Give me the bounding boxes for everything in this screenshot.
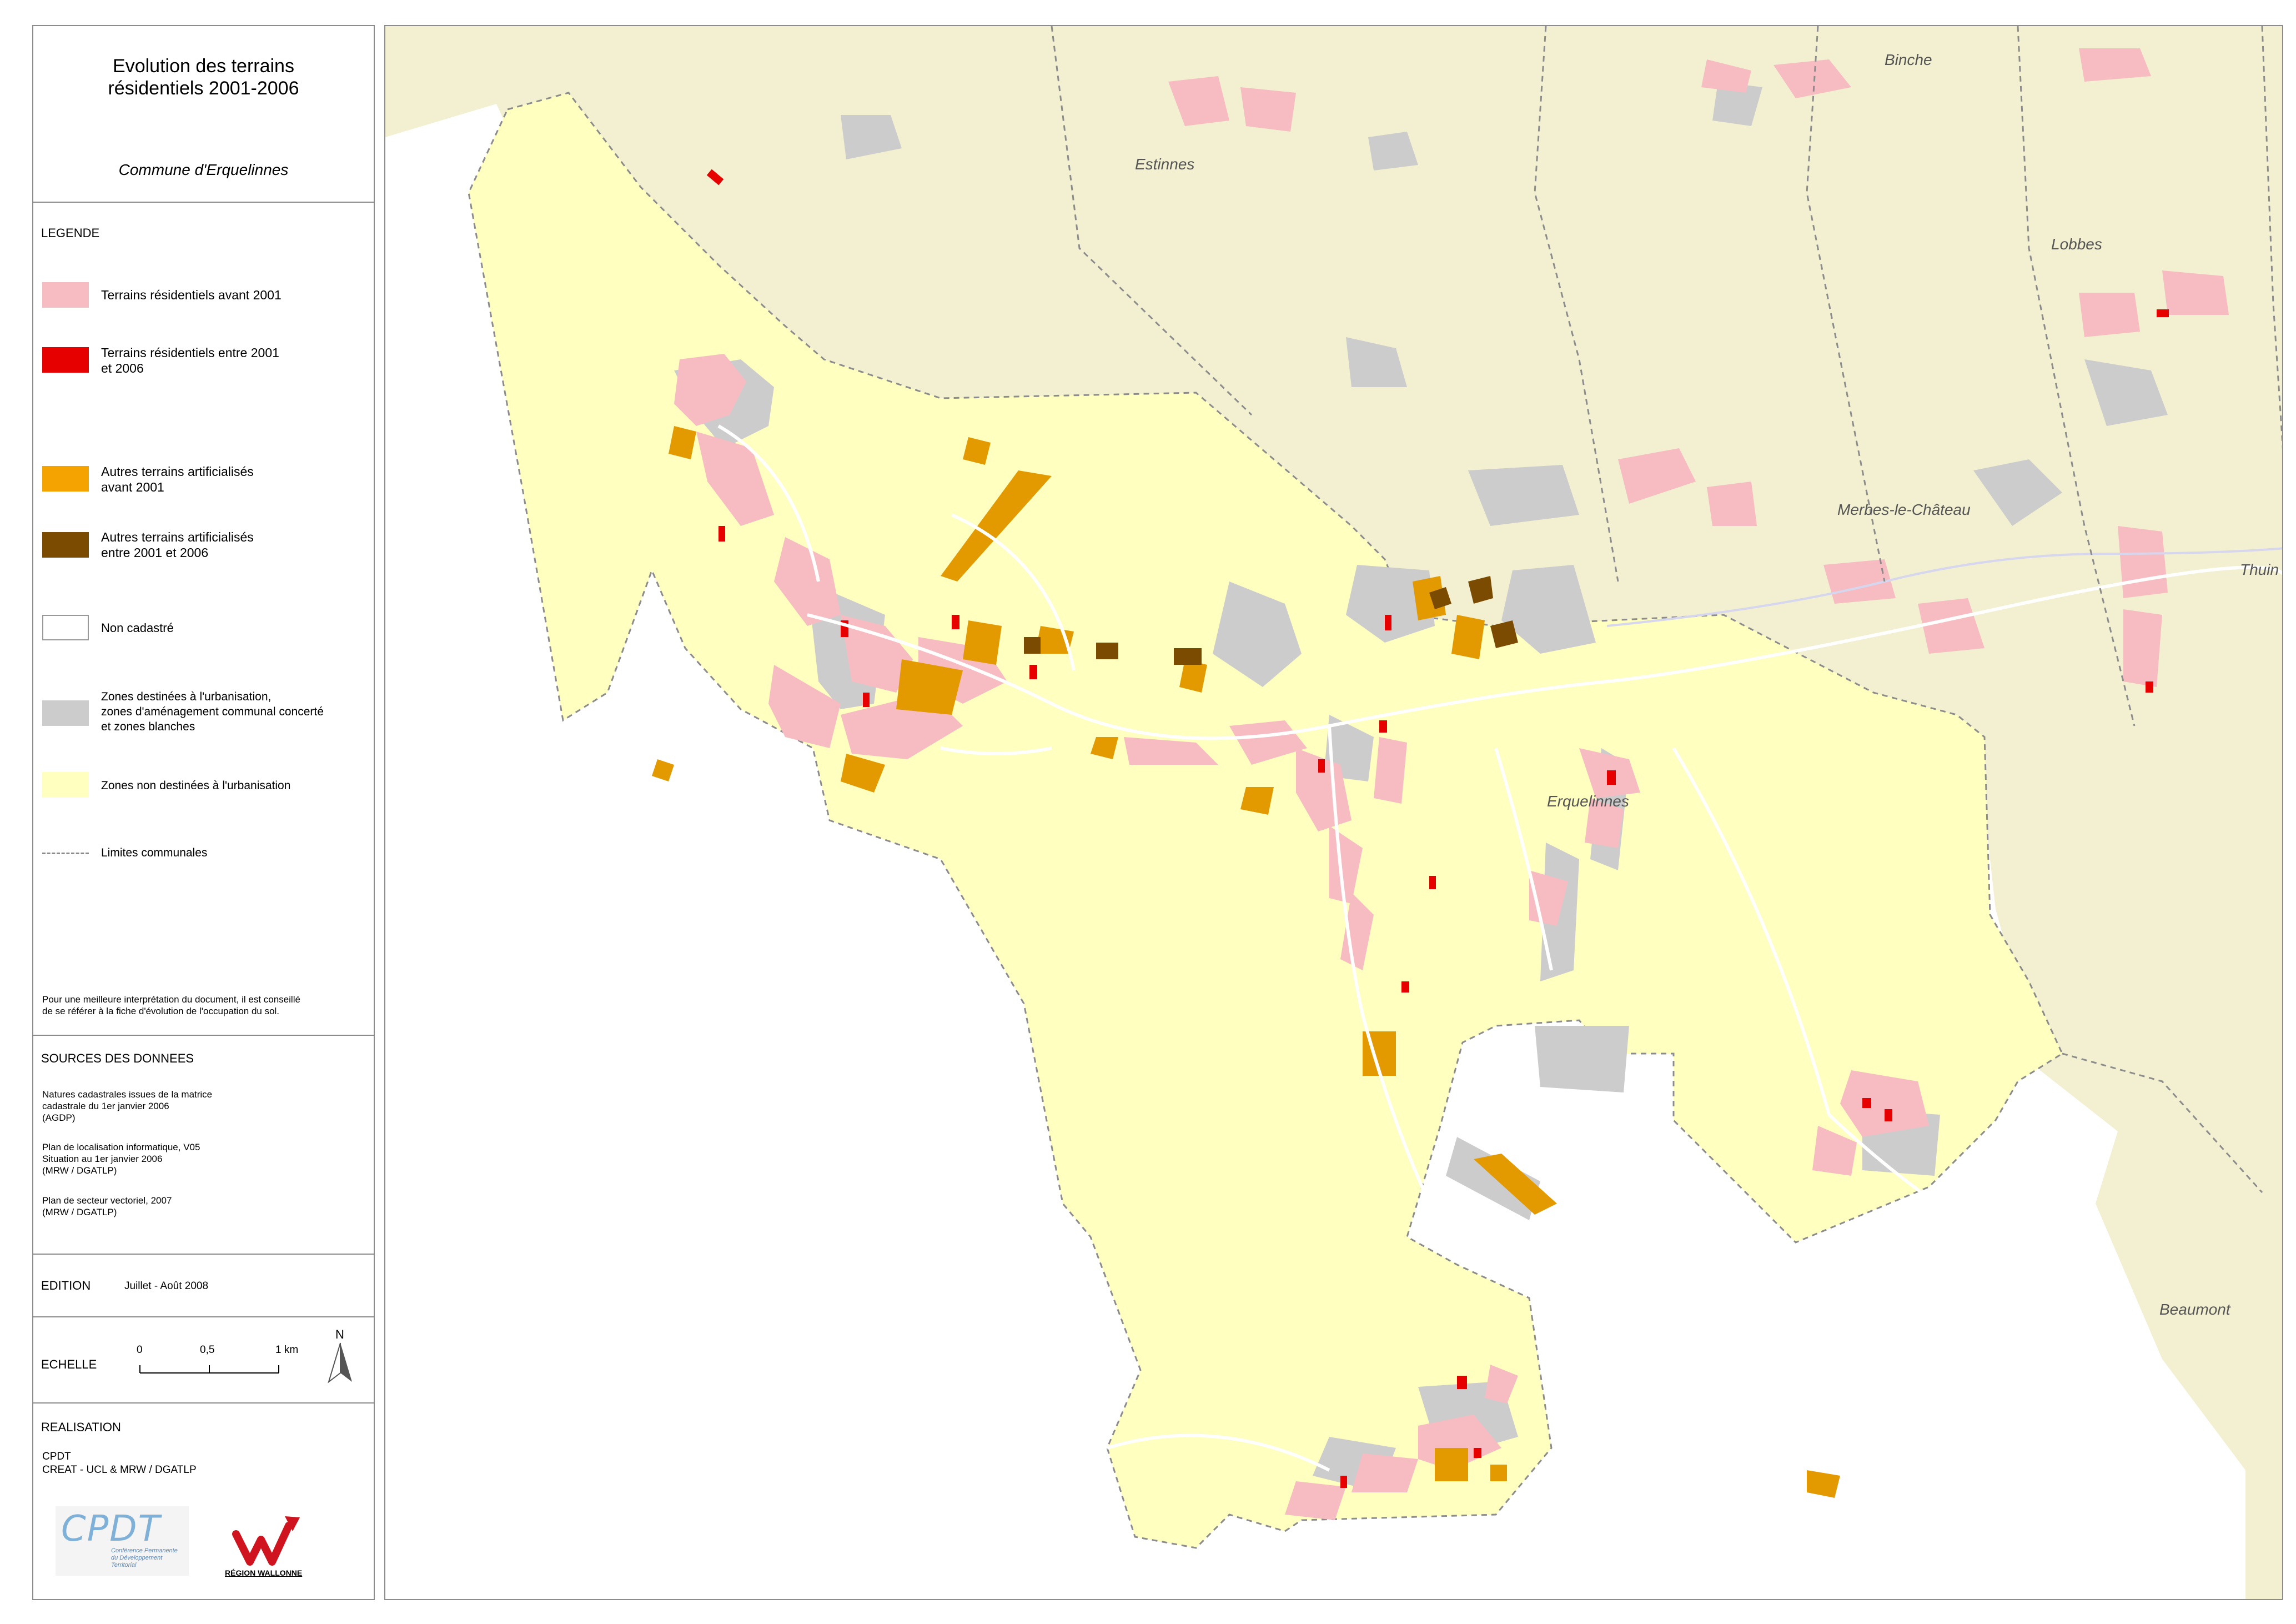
scale-tick-1km: 1 km: [275, 1344, 299, 1356]
artificialised-2001-2006: [1024, 576, 1518, 665]
legend-panel: Evolution des terrains résidentiels 2001…: [32, 25, 375, 1600]
residential-2001-2006: [706, 169, 2169, 1488]
map-canvas: Binche Estinnes Lobbes Merbes-le-Château…: [385, 26, 2282, 1599]
legend-label-resid-old: Terrains résidentiels avant 2001: [101, 288, 282, 302]
place-label-binche: Binche: [1885, 51, 1932, 68]
swatch-non-cadastre: [42, 615, 89, 640]
swatch-artif-new: [42, 532, 89, 558]
edition-block: EDITION Juillet - Août 2008: [33, 1255, 374, 1317]
interpretation-note: Pour une meilleure interprétation du doc…: [42, 994, 300, 1016]
region-wallonne-emblem-icon: [232, 1516, 300, 1566]
scale-tick-05: 0,5: [200, 1344, 215, 1356]
place-label-thuin: Thuin: [2240, 561, 2279, 578]
north-letter: N: [335, 1327, 344, 1341]
swatch-urban-zone: [42, 700, 89, 726]
place-label-estinnes: Estinnes: [1135, 156, 1194, 173]
swatch-resid-old: [42, 282, 89, 308]
scale-label: ECHELLE: [41, 1357, 97, 1371]
legend-label-artif-old: Autres terrains artificialisés avant 2001: [101, 464, 254, 494]
region-wallonne-text: RÉGION WALLONNE: [225, 1568, 303, 1577]
cpdt-logo-text: CPDT: [61, 1508, 161, 1550]
scale-bar: [139, 1365, 279, 1374]
source-cadastre: Natures cadastrales issues de la matrice…: [42, 1089, 213, 1123]
legend-block: LEGENDE Terrains résidentiels avant 2001…: [33, 203, 374, 1036]
map-title-line2: résidentiels 2001-2006: [108, 78, 299, 99]
communal-boundaries: [1051, 26, 2282, 1194]
legend-label-non-urban: Zones non destinées à l'urbanisation: [101, 779, 291, 792]
river-sambre: [1606, 547, 2282, 627]
commune-name: Commune d'Erquelinnes: [118, 161, 289, 178]
realisation-text: CPDT CREAT - UCL & MRW / DGATLP: [42, 1451, 197, 1476]
north-arrow-icon: [328, 1342, 352, 1384]
artificialised-before-2001: [652, 426, 1840, 1498]
legend-label-non-cadastre: Non cadastré: [101, 621, 174, 635]
map-title-line1: Evolution des terrains: [113, 56, 294, 77]
place-label-merbes-le-chateau: Merbes-le-Château: [1837, 501, 1971, 518]
legend-label-artif-new: Autres terrains artificialisés entre 2001…: [101, 530, 254, 560]
scale-tick-0: 0: [137, 1344, 143, 1356]
place-label-erquelinnes: Erquelinnes: [1547, 793, 1629, 810]
title-block: Evolution des terrains résidentiels 2001…: [33, 26, 374, 203]
region-wallonne-logo: RÉGION WALLONNE: [225, 1512, 308, 1584]
swatch-resid-new: [42, 347, 89, 373]
swatch-artif-old: [42, 466, 89, 492]
boundary-line-sample: [42, 853, 89, 854]
sources-block: SOURCES DES DONNEES Natures cadastrales …: [33, 1036, 374, 1255]
roads: [717, 424, 2282, 1472]
source-plan-secteur: Plan de secteur vectoriel, 2007 (MRW / DG…: [42, 1195, 172, 1217]
map-title: Evolution des terrains résidentiels 2001…: [33, 55, 374, 99]
source-pli: Plan de localisation informatique, V05 Si…: [42, 1142, 200, 1176]
map-frame: Binche Estinnes Lobbes Merbes-le-Château…: [384, 25, 2283, 1600]
edition-date: Juillet - Août 2008: [124, 1280, 209, 1292]
cpdt-logo-subtext: Conférence Permanente du Développement Ter…: [111, 1547, 178, 1568]
legend-label-boundary: Limites communales: [101, 846, 208, 859]
sources-header: SOURCES DES DONNEES: [41, 1051, 194, 1065]
legend-header: LEGENDE: [41, 226, 100, 240]
edition-label: EDITION: [41, 1279, 91, 1292]
realisation-block: REALISATION CPDT CREAT - UCL & MRW / DGAT…: [33, 1404, 374, 1601]
realisation-header: REALISATION: [41, 1420, 121, 1434]
place-label-lobbes: Lobbes: [2051, 235, 2102, 253]
cpdt-logo: CPDT Conférence Permanente du Développeme…: [56, 1506, 189, 1576]
legend-label-resid-new: Terrains résidentiels entre 2001 et 2006: [101, 345, 279, 375]
scale-block: ECHELLE 0 0,5 1 km N: [33, 1317, 374, 1404]
place-label-beaumont: Beaumont: [2159, 1301, 2231, 1318]
swatch-non-urban: [42, 772, 89, 798]
legend-label-urban-zone: Zones destinées à l'urbanisation, zones d…: [101, 690, 324, 733]
